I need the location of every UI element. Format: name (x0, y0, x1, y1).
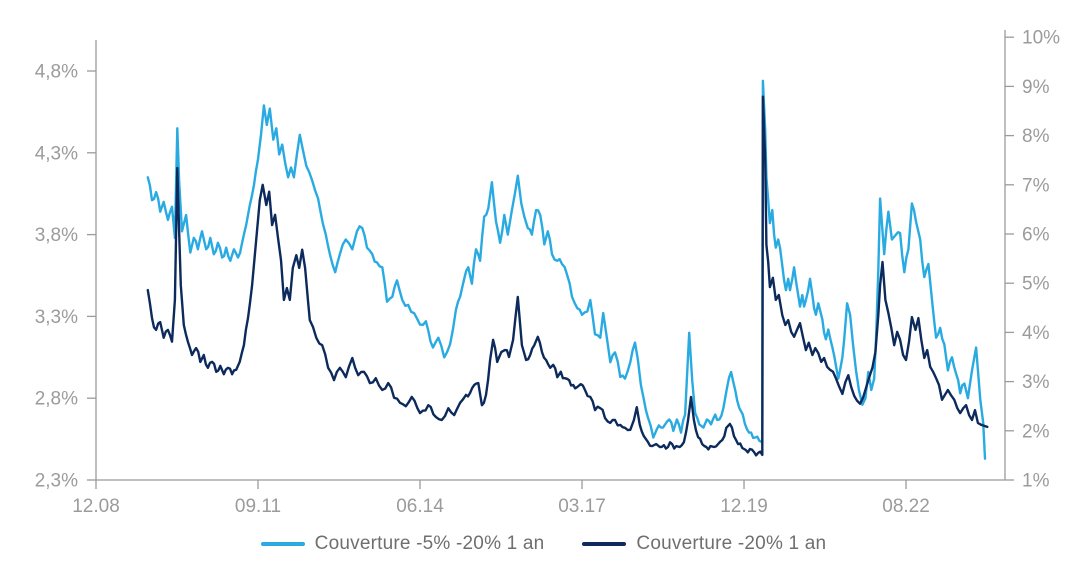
chart-legend: Couverture -5% -20% 1 an Couverture -20%… (0, 533, 1087, 555)
left-axis-tick-label: 3,8% (35, 225, 78, 246)
left-axis-tick-label: 2,8% (35, 389, 78, 410)
left-axis-tick-label: 2,3% (35, 471, 78, 492)
left-axis-tick-label: 4,3% (35, 143, 78, 164)
right-axis-tick-label: 1% (1022, 471, 1050, 492)
x-axis-tick-label: 12.08 (72, 496, 120, 517)
left-axis-tick-label: 4,8% (35, 62, 78, 83)
chart-canvas: 4,8% 4,3% 3,8% 3,3% 2,8% 2,3% 10% 9% 8% 7% 6% 5% 4% 3… (35, 28, 1060, 517)
axis-labels: 4,8% 4,3% 3,8% 3,3% 2,8% 2,3% 10% 9% 8% 7% 6% 5% 4% 3… (35, 28, 1060, 517)
legend-item-couverture-5-20-1an: Couverture -5% -20% 1 an (260, 533, 545, 555)
right-axis-tick-label: 5% (1022, 274, 1050, 295)
right-axis-tick-label: 8% (1022, 126, 1050, 147)
axes (87, 30, 1014, 489)
x-axis-tick-label: 08.22 (882, 496, 930, 517)
legend-label-couverture-20-1an: Couverture -20% 1 an (636, 533, 827, 554)
x-axis-tick-label: 06.14 (396, 496, 444, 517)
right-axis-tick-label: 6% (1022, 225, 1050, 246)
series-line-couverture-5-20-1an (146, 79, 987, 460)
right-axis-tick-label: 4% (1022, 323, 1050, 344)
x-axis-tick-label: 03.17 (558, 496, 606, 517)
legend-swatch-navy (582, 542, 627, 546)
x-axis-tick-label: 09.11 (235, 496, 281, 517)
right-axis-tick-label: 3% (1022, 372, 1050, 393)
x-axis-tick-label: 12.19 (720, 496, 768, 517)
left-axis-tick-label: 3,3% (35, 307, 78, 328)
right-axis-tick-label: 10% (1022, 28, 1060, 49)
legend-swatch-light-blue (260, 542, 305, 546)
right-axis-tick-label: 7% (1022, 175, 1050, 196)
legend-item-couverture-20-1an: Couverture -20% 1 an (582, 533, 826, 555)
legend-label-couverture-5-20-1an: Couverture -5% -20% 1 an (314, 533, 545, 554)
right-axis-tick-label: 2% (1022, 421, 1050, 442)
right-axis-tick-label: 9% (1022, 77, 1050, 98)
series-line-couverture-20-1an (146, 95, 989, 457)
